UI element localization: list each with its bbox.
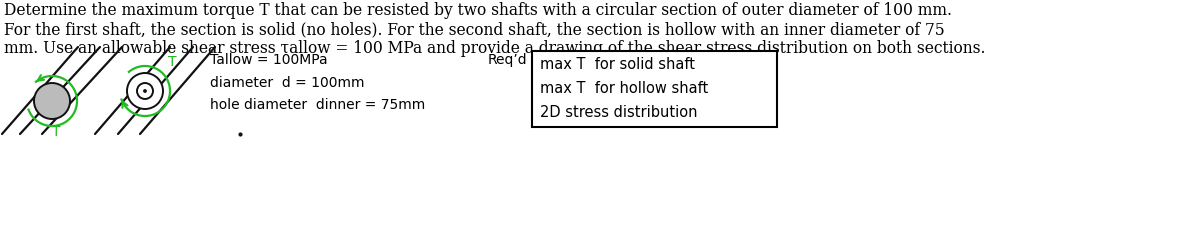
Text: hole diameter  dinner = 75mm: hole diameter dinner = 75mm	[210, 98, 425, 112]
Text: Tallow = 100MPa: Tallow = 100MPa	[210, 53, 328, 67]
Bar	[532, 51, 778, 127]
Text: max T  for solid shaft: max T for solid shaft	[540, 57, 695, 72]
Text: Determine the maximum torque T that can be resisted by two shafts with a circula: Determine the maximum torque T that can …	[4, 2, 952, 19]
Circle shape	[144, 90, 146, 92]
Text: T: T	[168, 55, 176, 69]
Text: T: T	[52, 125, 60, 139]
Text: 2D stress distribution: 2D stress distribution	[540, 105, 697, 120]
Circle shape	[127, 73, 163, 109]
Text: max T  for hollow shaft: max T for hollow shaft	[540, 81, 708, 96]
Text: Req’d: Req’d	[488, 53, 528, 67]
Text: mm. Use an allowable shear stress τallow = 100 MPa and provide a drawing of the : mm. Use an allowable shear stress τallow…	[4, 40, 985, 57]
Circle shape	[34, 83, 70, 119]
Text: diameter  d = 100mm: diameter d = 100mm	[210, 76, 365, 90]
Text: For the first shaft, the section is solid (no holes). For the second shaft, the : For the first shaft, the section is soli…	[4, 21, 944, 38]
Circle shape	[137, 83, 154, 99]
